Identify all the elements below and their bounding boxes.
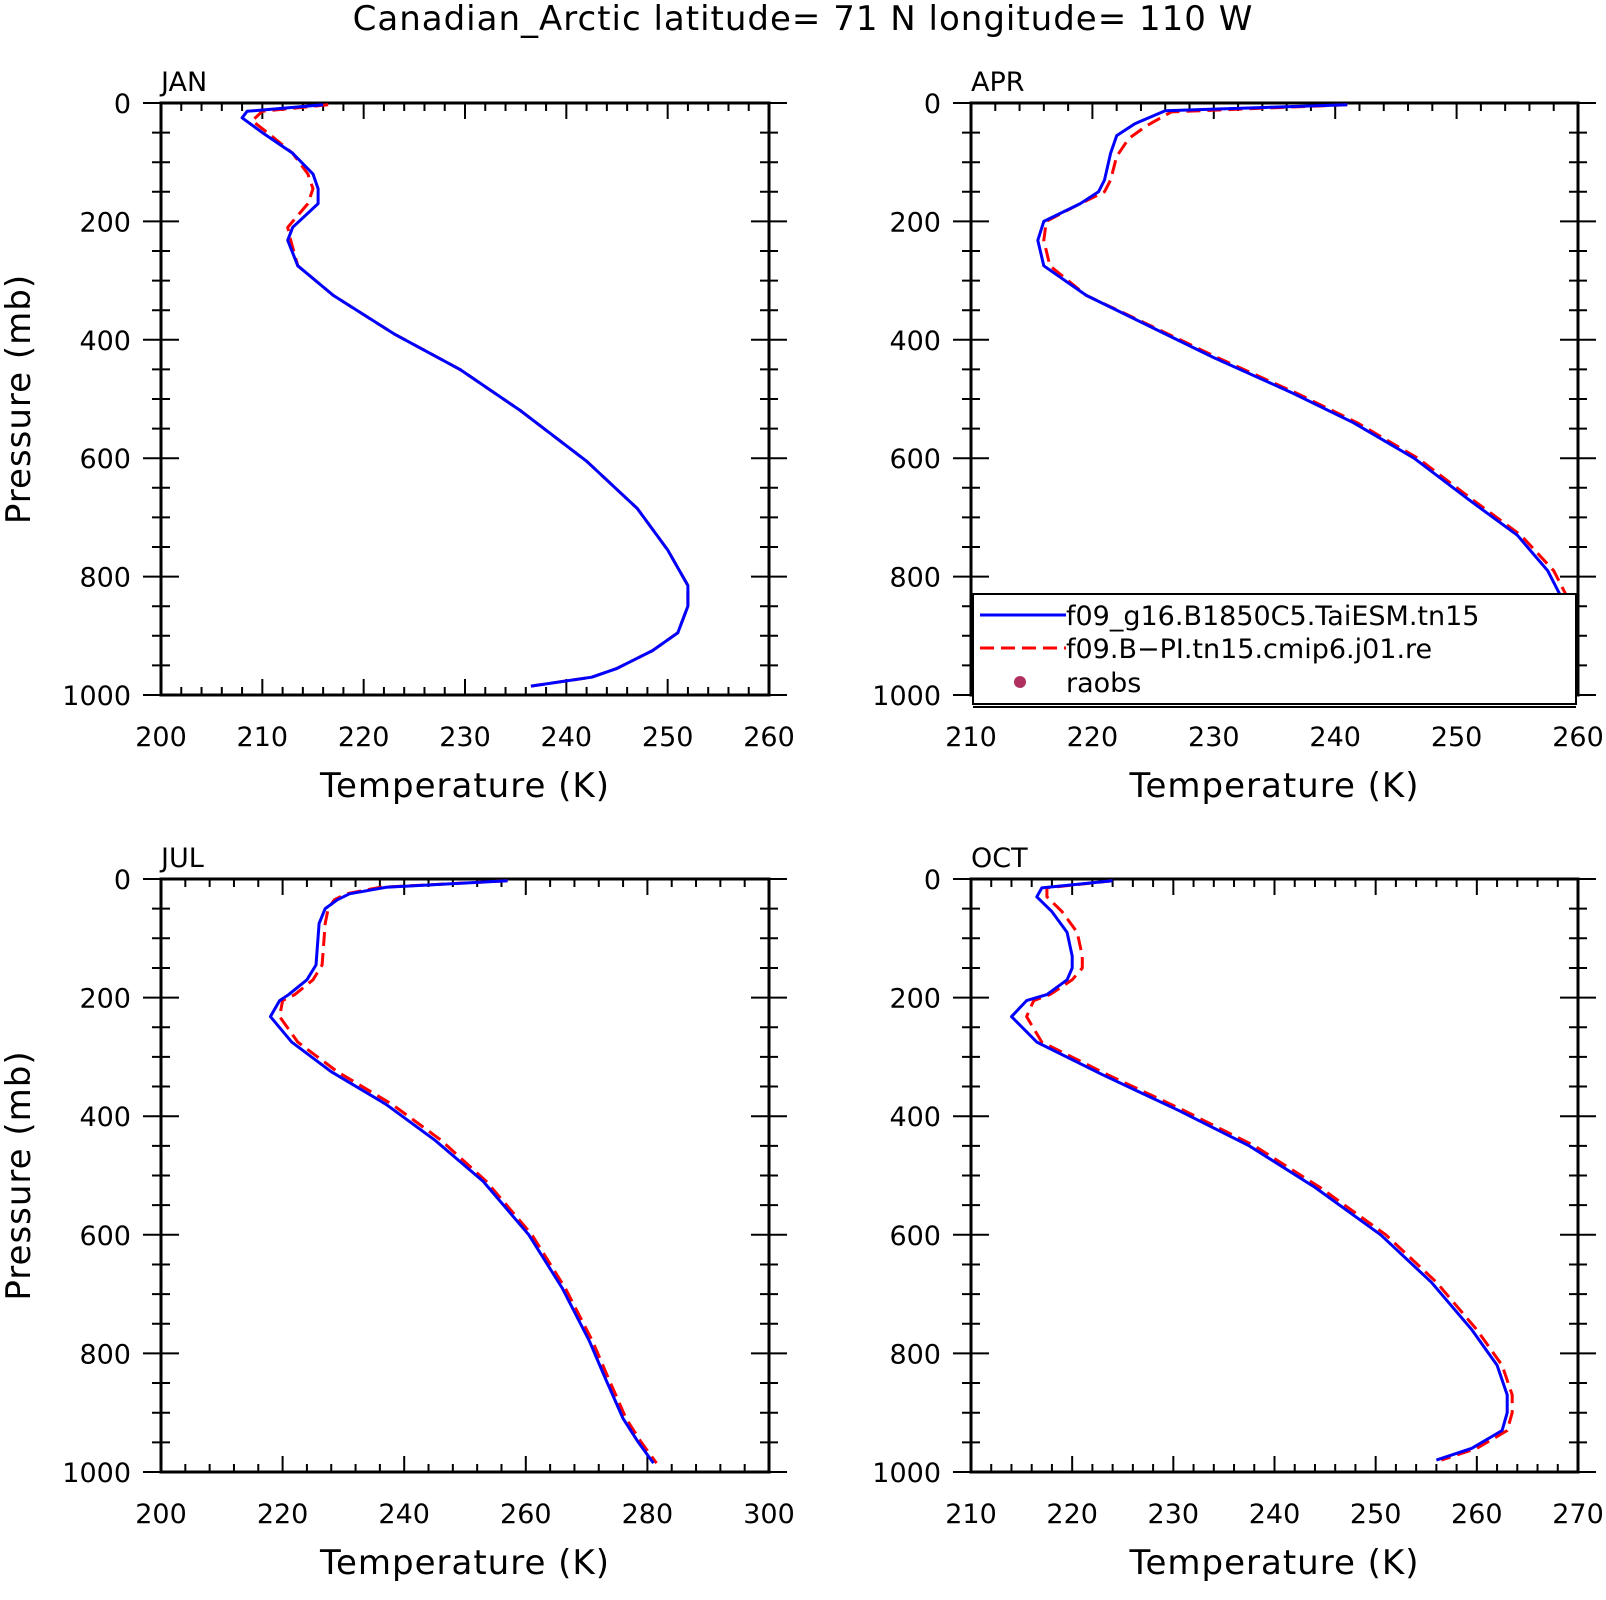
y-axis-title: Pressure (mb) [0,274,39,524]
x-tick-label: 230 [1188,722,1240,753]
y-tick-label: 0 [114,89,131,120]
x-tick-label: 240 [541,722,593,753]
x-tick-label: 260 [1552,722,1604,753]
y-tick-label: 1000 [62,1458,131,1489]
series-line-taiesm [268,879,655,1464]
x-tick-label: 270 [1552,1499,1604,1530]
x-tick-label: 220 [257,1499,309,1530]
y-tick-label: 1000 [872,1458,941,1489]
y-tick-label: 600 [79,1221,131,1252]
panel-label: OCT [971,843,1028,874]
x-tick-label: 260 [500,1499,552,1530]
series-line-taiesm [1010,879,1509,1462]
figure-title: Canadian_Arctic latitude= 71 N longitude… [353,0,1254,39]
y-tick-label: 200 [79,984,131,1015]
y-tick-label: 400 [889,1102,941,1133]
y-tick-label: 1000 [872,681,941,712]
plot-frame [969,877,1580,1474]
legend-label-taiesm: f09_g16.B1850C5.TaiESM.tn15 [1066,601,1480,632]
y-tick-label: 200 [79,207,131,238]
y-axis-title: Pressure (mb) [0,1050,39,1300]
panel-label: APR [971,67,1025,98]
legend-swatch-dot [1014,676,1026,688]
x-tick-label: 220 [1046,1499,1098,1530]
y-tick-label: 600 [889,444,941,475]
x-tick-label: 250 [1350,1499,1402,1530]
x-tick-label: 210 [945,1499,997,1530]
y-tick-label: 0 [924,89,941,120]
y-tick-label: 200 [889,984,941,1015]
x-tick-label: 260 [743,722,795,753]
x-tick-label: 210 [237,722,289,753]
x-axis-title: Temperature (K) [319,766,610,806]
plot-frame [159,101,771,697]
y-tick-label: 800 [79,563,131,594]
x-axis-title: Temperature (K) [1128,766,1419,806]
series-line-cmip6 [278,879,658,1464]
y-tick-label: 800 [889,1339,941,1370]
legend: f09_g16.B1850C5.TaiESM.tn15 f09.B−PI.tn1… [972,593,1577,708]
y-tick-label: 400 [889,326,941,357]
y-tick-label: 1000 [62,681,131,712]
x-tick-label: 200 [135,1499,187,1530]
x-tick-label: 200 [135,722,187,753]
series-line-cmip6 [1025,879,1514,1462]
y-tick-label: 0 [114,865,131,896]
x-tick-label: 240 [1249,1499,1301,1530]
x-axis-title: Temperature (K) [1128,1543,1419,1583]
x-tick-label: 300 [743,1499,795,1530]
legend-box [972,593,1577,705]
y-tick-label: 800 [79,1339,131,1370]
y-tick-label: 400 [79,326,131,357]
series-line-taiesm [240,103,690,688]
x-tick-label: 210 [945,722,997,753]
x-tick-label: 250 [642,722,694,753]
legend-label-cmip6: f09.B−PI.tn15.cmip6.j01.re [1066,634,1432,665]
x-tick-label: 240 [1309,722,1361,753]
y-tick-label: 400 [79,1102,131,1133]
legend-label-raobs: raobs [1066,668,1141,699]
y-tick-label: 600 [79,444,131,475]
panel-label: JUL [159,843,204,874]
y-tick-label: 200 [889,207,941,238]
x-tick-label: 250 [1431,722,1483,753]
x-axis-title: Temperature (K) [319,1543,610,1583]
y-tick-label: 800 [889,563,941,594]
y-tick-label: 600 [889,1221,941,1252]
x-tick-label: 230 [439,722,491,753]
x-tick-label: 230 [1148,1499,1200,1530]
y-tick-label: 0 [924,865,941,896]
x-tick-label: 240 [378,1499,430,1530]
x-tick-label: 260 [1451,1499,1503,1530]
x-tick-label: 280 [622,1499,674,1530]
x-tick-label: 220 [1067,722,1119,753]
plot-frame [159,877,771,1474]
x-tick-label: 220 [338,722,390,753]
panel-label: JAN [159,67,207,98]
